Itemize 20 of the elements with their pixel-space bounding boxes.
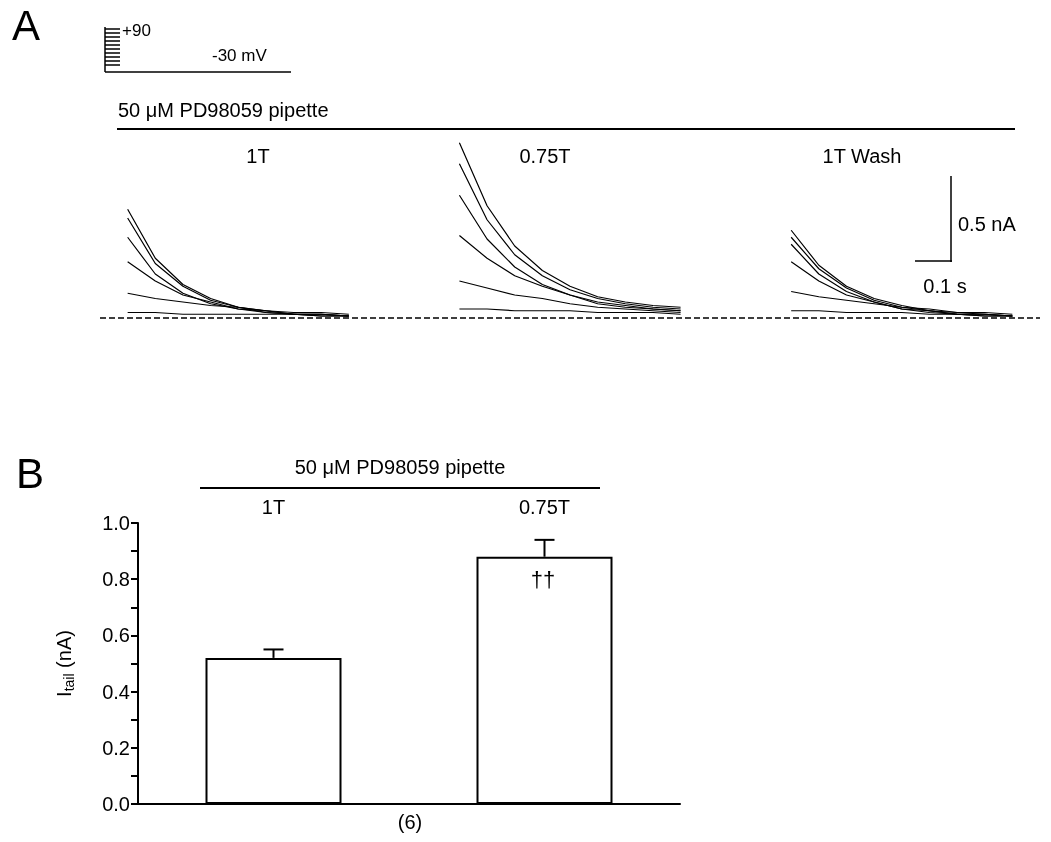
- text: B: [16, 449, 45, 497]
- annotation: 0.75T: [519, 145, 571, 167]
- y-tick-label: 0.2: [102, 736, 130, 759]
- text: -30 mV: [212, 46, 268, 65]
- annotation: 0.5 nA: [958, 213, 1017, 235]
- y-tick-label: 0.4: [102, 680, 130, 703]
- annotation: 0.1 s: [923, 275, 967, 297]
- text: +90: [122, 21, 151, 40]
- text: A: [12, 1, 41, 49]
- y-tick-label: 0.8: [102, 568, 130, 591]
- annotation: ††: [530, 566, 556, 592]
- chart-title: 50 μM PD98059 pipette: [294, 456, 506, 478]
- y-tick-label: 0.0: [102, 793, 130, 815]
- annotation: 1T Wash: [822, 145, 902, 167]
- text: (6): [397, 811, 423, 833]
- chart-title: 50 μM PD98059 pipette: [118, 99, 329, 121]
- y-tick-label: 1.0: [102, 512, 130, 534]
- y-tick-label: 0.6: [102, 624, 130, 647]
- annotation: 1T: [246, 145, 270, 167]
- y-axis-title: Itail (nA): [53, 630, 77, 697]
